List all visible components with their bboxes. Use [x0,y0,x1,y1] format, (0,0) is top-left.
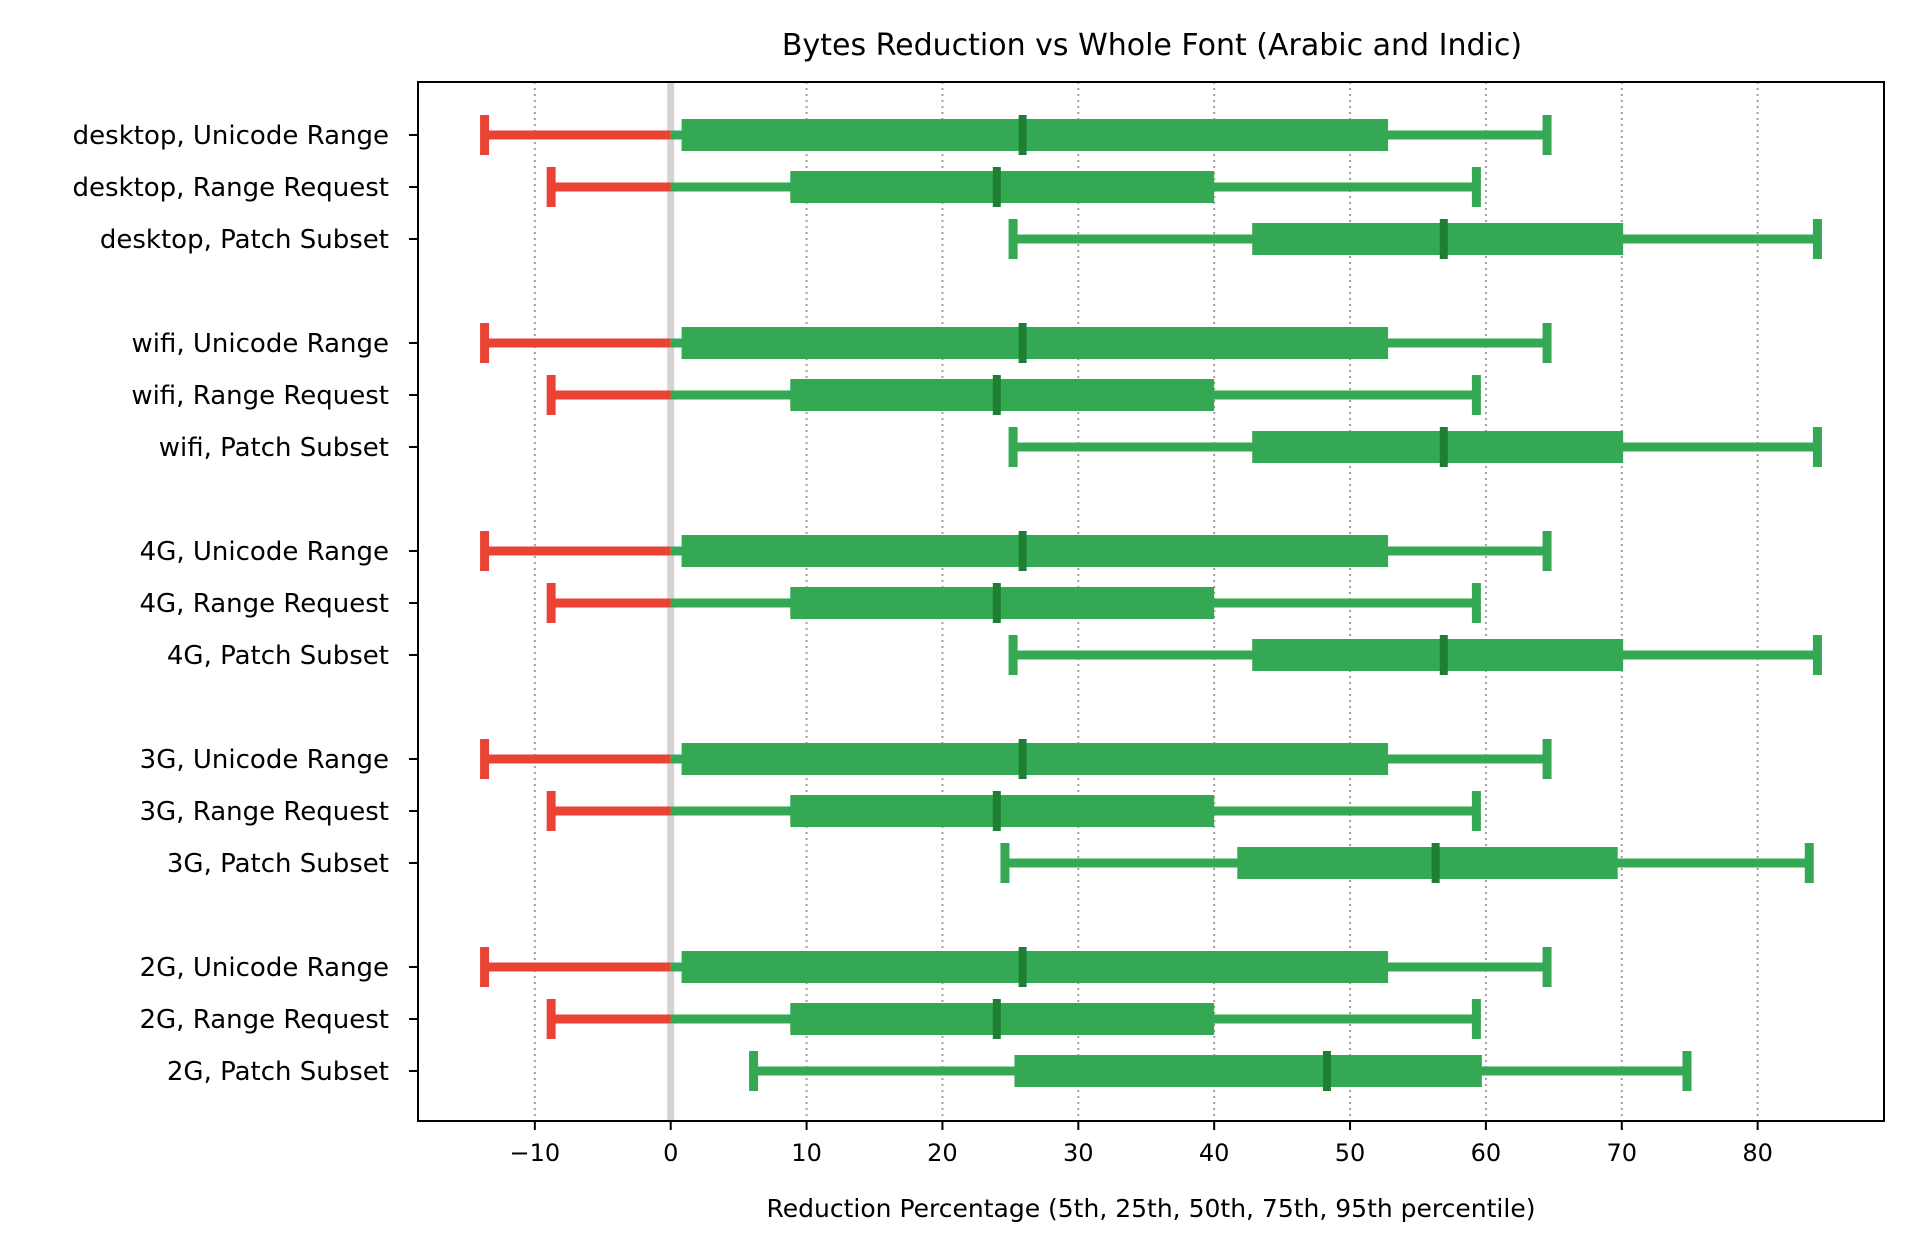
iqr-box [681,119,1389,151]
y-axis: desktop, Unicode Range desktop, Range Req… [72,121,418,1087]
iqr-box [1252,223,1624,255]
y-tick-label: wifi, Patch Subset [159,433,389,463]
y-tick-label: 4G, Patch Subset [167,641,389,671]
y-tick-label: 4G, Range Request [139,589,389,619]
x-tick-label: 20 [927,1139,958,1167]
y-tick-label: wifi, Unicode Range [132,329,390,359]
iqr-box [790,171,1215,203]
y-tick-label: desktop, Unicode Range [73,121,389,151]
y-tick-label: 4G, Unicode Range [140,537,389,567]
bars [480,115,1822,1091]
x-tick-label: 60 [1471,1139,1502,1167]
iqr-box [790,587,1215,619]
x-tick-label: 10 [791,1139,822,1167]
iqr-box [1014,1055,1482,1087]
x-tick-label: 70 [1607,1139,1638,1167]
iqr-box [681,535,1389,567]
plot-area [417,81,1885,1122]
y-tick-label: 2G, Range Request [139,1005,389,1035]
x-tick-label: −10 [510,1139,561,1167]
iqr-box [681,951,1389,983]
y-tick-label: desktop, Range Request [72,173,389,203]
iqr-box [681,743,1389,775]
iqr-box [681,327,1389,359]
chart-title: Bytes Reduction vs Whole Font (Arabic an… [782,28,1522,63]
x-axis-label: Reduction Percentage (5th, 25th, 50th, 7… [767,1194,1536,1223]
x-tick-label: 30 [1063,1139,1094,1167]
y-tick-label: 2G, Patch Subset [167,1057,389,1087]
iqr-box [790,795,1215,827]
iqr-box [790,1003,1215,1035]
y-tick-label: 3G, Patch Subset [167,849,389,879]
x-axis: −10 0 10 20 30 40 50 60 70 80 [510,1121,1773,1167]
iqr-box [790,379,1215,411]
x-tick-label: 40 [1199,1139,1230,1167]
iqr-box [1252,431,1624,463]
x-tick-label: 80 [1742,1139,1773,1167]
y-tick-label: desktop, Patch Subset [100,225,389,255]
x-tick-label: 50 [1335,1139,1366,1167]
y-tick-label: 3G, Range Request [139,797,389,827]
iqr-box [1252,639,1624,671]
y-tick-label: 3G, Unicode Range [140,745,389,775]
x-tick-label: 0 [663,1139,678,1167]
iqr-box [1237,847,1618,879]
y-tick-label: 2G, Unicode Range [140,953,389,983]
y-tick-label: wifi, Range Request [131,381,389,411]
